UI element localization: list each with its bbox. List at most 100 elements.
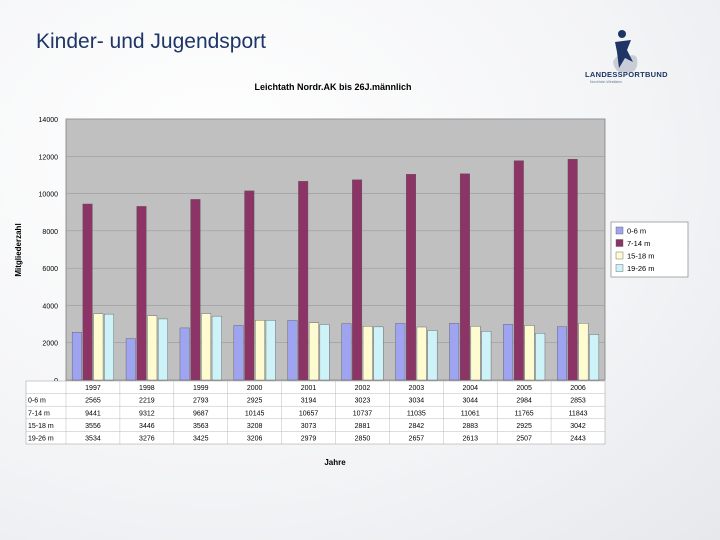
bar [524, 325, 535, 381]
legend-label: 7-14 m [627, 239, 650, 248]
table-cell-value: 2883 [462, 423, 478, 430]
table-cell-value: 3425 [193, 436, 209, 443]
table-cell-value: 2984 [516, 398, 532, 405]
x-tick-label: 1997 [85, 385, 101, 392]
table-cell-value: 2853 [570, 398, 586, 405]
bar [589, 334, 600, 381]
bar [93, 313, 104, 381]
table-cell-value: 3446 [139, 423, 155, 430]
bar [427, 330, 438, 381]
bar [535, 333, 546, 381]
x-tick-label: 2006 [570, 385, 586, 392]
table-cell-value: 3534 [85, 436, 101, 443]
table-cell-value: 9441 [85, 410, 101, 417]
table-series-label: 0-6 m [28, 398, 46, 405]
y-tick-label: 6000 [42, 266, 58, 273]
y-tick-label: 2000 [42, 341, 58, 348]
table-cell-value: 11843 [569, 410, 588, 417]
bar [578, 323, 589, 381]
bar [308, 322, 319, 381]
x-tick-label: 1998 [139, 385, 155, 392]
table-cell-value: 2657 [409, 436, 425, 443]
bar [341, 323, 352, 381]
table-cell-value: 2565 [85, 398, 101, 405]
bar [104, 313, 114, 381]
bar [298, 181, 309, 381]
data-table [25, 380, 606, 445]
bar [513, 160, 524, 381]
bar [287, 320, 298, 381]
table-cell-value: 3563 [193, 423, 209, 430]
y-tick-label: 14000 [39, 117, 59, 124]
table-series-label: 19-26 m [28, 436, 54, 443]
bar [352, 179, 363, 381]
table-cell-value: 11061 [461, 410, 480, 417]
table-cell-value: 2443 [570, 436, 586, 443]
x-axis-label: Jahre [324, 458, 346, 467]
table-cell-value: 3556 [85, 423, 101, 430]
table-cell-value: 2979 [301, 436, 317, 443]
bar [557, 326, 567, 381]
table-series-label: 15-18 m [28, 423, 54, 430]
table-cell-value: 9687 [193, 410, 209, 417]
x-tick-label: 2001 [301, 385, 317, 392]
logo-wordmark: LANDESSPORTBUND [585, 70, 668, 79]
bar [319, 324, 330, 381]
table-cell-value: 3023 [355, 398, 371, 405]
bar [481, 331, 492, 381]
bar [233, 325, 244, 381]
table-cell-value: 10145 [245, 410, 265, 417]
table-cell-value: 2613 [462, 436, 478, 443]
table-cell-value: 2881 [355, 423, 371, 430]
bar [373, 326, 384, 381]
table-cell-value: 2925 [247, 398, 263, 405]
bar [459, 173, 470, 381]
y-tick-label: 12000 [39, 154, 59, 161]
x-tick-label: 2003 [409, 385, 425, 392]
table-cell-value: 2842 [409, 423, 425, 430]
table-cell-value: 10737 [353, 410, 373, 417]
legend-swatch [615, 251, 624, 260]
legend-label: 0-6 m [627, 227, 646, 236]
table-cell-value: 3073 [301, 423, 317, 430]
legend-swatch [615, 264, 624, 272]
table-cell-value: 2850 [355, 436, 371, 443]
table-cell-value: 2793 [193, 398, 209, 405]
bar [71, 331, 82, 381]
slide-title: Kinder- und Jugendsport [36, 30, 266, 53]
table-cell-value: 3194 [301, 398, 317, 405]
bar [179, 327, 190, 381]
bar [201, 313, 212, 381]
table-cell-value: 2507 [516, 436, 532, 443]
bar [147, 315, 158, 381]
chart-title: Leichtath Nordr.AK bis 26J.männlich [254, 82, 411, 92]
table-cell-value: 3206 [247, 436, 263, 443]
bar [244, 190, 255, 381]
y-tick-label: 10000 [39, 192, 59, 199]
bar [211, 315, 222, 381]
table-cell-value: 3034 [409, 398, 425, 405]
landessportbund-logo-icon [613, 30, 638, 73]
table-cell-value: 3042 [570, 423, 586, 430]
legend [610, 221, 689, 278]
table-cell-value: 2219 [139, 398, 155, 405]
bar [157, 318, 168, 381]
bar [567, 159, 578, 381]
bar [406, 174, 416, 381]
x-tick-label: 1999 [193, 385, 209, 392]
x-tick-label: 2000 [247, 385, 263, 392]
x-tick-label: 2002 [355, 385, 371, 392]
legend-label: 19-26 m [627, 264, 655, 273]
y-tick-label: 8000 [42, 229, 58, 236]
bar [125, 338, 136, 381]
table-cell-value: 11035 [407, 410, 426, 417]
bar [449, 323, 460, 381]
table-cell-value: 2925 [516, 423, 532, 430]
x-tick-label: 2005 [516, 385, 532, 392]
table-cell-value: 3208 [247, 423, 263, 430]
bar [470, 326, 481, 381]
bar [136, 206, 147, 381]
bar [82, 203, 93, 381]
legend-label: 15-18 m [627, 252, 655, 261]
bar [395, 323, 406, 381]
